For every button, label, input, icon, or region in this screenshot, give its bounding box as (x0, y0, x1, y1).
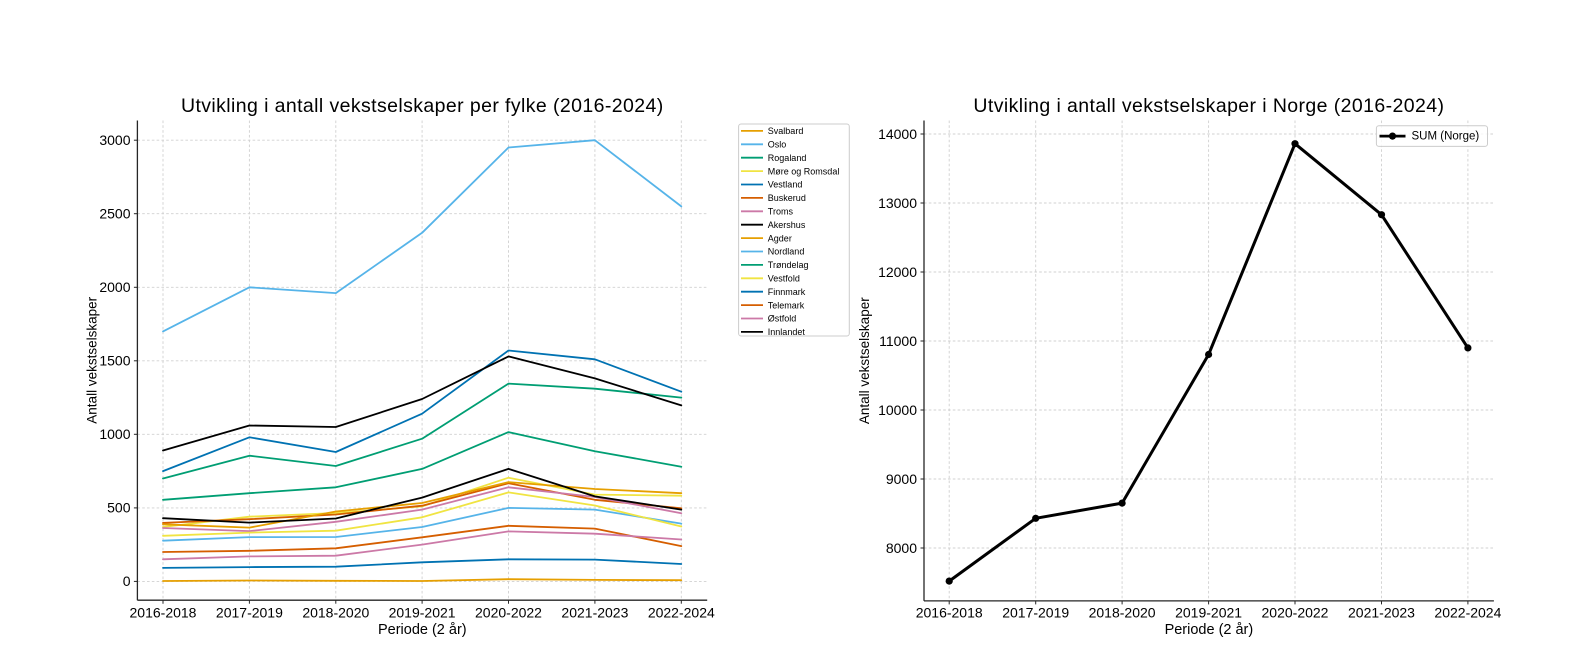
svg-text:Utvikling i antall vekstselska: Utvikling i antall vekstselskaper per fy… (181, 95, 664, 117)
svg-text:Troms: Troms (768, 207, 794, 217)
svg-text:2019-2021: 2019-2021 (389, 605, 456, 621)
svg-text:8000: 8000 (886, 540, 917, 556)
svg-text:2022-2024: 2022-2024 (1434, 605, 1501, 621)
svg-text:2020-2022: 2020-2022 (1262, 605, 1329, 621)
svg-text:Rogaland: Rogaland (768, 153, 807, 163)
svg-text:0: 0 (123, 573, 131, 589)
svg-text:Innlandet: Innlandet (768, 327, 806, 337)
svg-text:2018-2020: 2018-2020 (302, 605, 369, 621)
svg-text:9000: 9000 (886, 471, 917, 487)
svg-text:2018-2020: 2018-2020 (1089, 605, 1156, 621)
svg-text:2000: 2000 (99, 279, 130, 295)
svg-text:Vestland: Vestland (768, 180, 803, 190)
svg-text:3000: 3000 (99, 132, 130, 148)
svg-text:11000: 11000 (879, 333, 917, 349)
svg-text:1000: 1000 (99, 426, 130, 442)
svg-text:2016-2018: 2016-2018 (916, 605, 983, 621)
svg-text:2021-2023: 2021-2023 (561, 605, 628, 621)
svg-text:SUM (Norge): SUM (Norge) (1412, 131, 1480, 143)
svg-text:500: 500 (107, 500, 131, 516)
svg-text:2021-2023: 2021-2023 (1348, 605, 1415, 621)
svg-text:Periode (2 år): Periode (2 år) (378, 622, 467, 638)
svg-text:Akershus: Akershus (768, 220, 806, 230)
svg-text:Telemark: Telemark (768, 300, 805, 310)
svg-text:2016-2018: 2016-2018 (130, 605, 197, 621)
svg-text:10000: 10000 (878, 402, 917, 418)
svg-text:Antall vekstselskaper: Antall vekstselskaper (857, 297, 872, 424)
svg-text:Østfold: Østfold (768, 314, 797, 324)
svg-text:13000: 13000 (878, 195, 917, 211)
svg-text:Agder: Agder (768, 233, 792, 243)
svg-text:2022-2024: 2022-2024 (648, 605, 715, 621)
svg-text:Finnmark: Finnmark (768, 287, 806, 297)
svg-text:Nordland: Nordland (768, 247, 805, 257)
svg-text:2017-2019: 2017-2019 (1002, 605, 1069, 621)
svg-text:Møre og Romsdal: Møre og Romsdal (768, 166, 840, 176)
svg-text:Buskerud: Buskerud (768, 193, 806, 203)
svg-text:Svalbard: Svalbard (768, 126, 804, 136)
svg-text:Utvikling i antall vekstselska: Utvikling i antall vekstselskaper i Norg… (973, 95, 1444, 117)
svg-text:Periode (2 år): Periode (2 år) (1165, 622, 1254, 638)
svg-text:Oslo: Oslo (768, 140, 787, 150)
svg-text:Vestfold: Vestfold (768, 274, 800, 284)
svg-text:12000: 12000 (878, 264, 917, 280)
svg-text:2020-2022: 2020-2022 (475, 605, 542, 621)
svg-text:2019-2021: 2019-2021 (1175, 605, 1242, 621)
svg-text:1500: 1500 (99, 353, 130, 369)
svg-text:Antall vekstselskaper: Antall vekstselskaper (85, 296, 100, 423)
svg-text:2500: 2500 (99, 206, 130, 222)
svg-text:2017-2019: 2017-2019 (216, 605, 283, 621)
svg-text:14000: 14000 (878, 126, 917, 142)
svg-text:Trøndelag: Trøndelag (768, 260, 809, 270)
